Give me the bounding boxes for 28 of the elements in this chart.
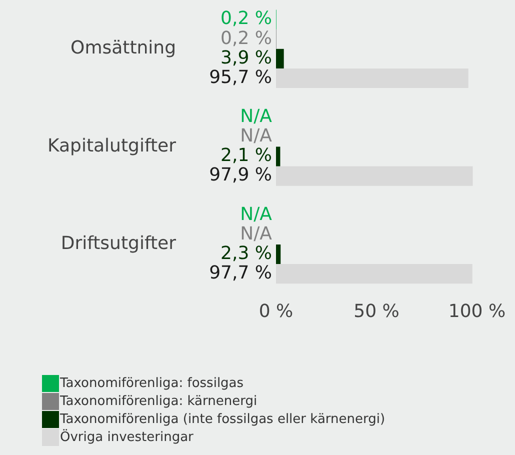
data-label: 3,9 % bbox=[220, 47, 272, 68]
bar bbox=[276, 68, 468, 88]
bar bbox=[276, 244, 281, 264]
text: N/A bbox=[240, 106, 272, 128]
y-tick-label: Driftsutgifter bbox=[60, 233, 177, 254]
x-tick-label: 100 % bbox=[448, 300, 506, 322]
y-tick-label: Kapitalutgifter bbox=[48, 135, 177, 156]
bar bbox=[276, 264, 472, 284]
data-label: 97,9 % bbox=[209, 164, 272, 186]
legend-label: Taxonomiförenliga: kärnenergi bbox=[60, 394, 258, 408]
data-label: 2,3 % bbox=[220, 242, 272, 264]
bar bbox=[276, 146, 280, 166]
legend-label: Taxonomiförenliga: fossilgas bbox=[60, 376, 244, 390]
x-tick-label: 0 % bbox=[258, 300, 294, 322]
x-tick-label: 50 % bbox=[354, 300, 400, 322]
text: N/A bbox=[240, 204, 272, 225]
data-label: 0,2 % bbox=[220, 8, 272, 30]
text: N/A bbox=[240, 126, 272, 147]
data-label: 95,7 % bbox=[209, 66, 272, 88]
bar bbox=[276, 166, 473, 186]
data-label: 97,7 % bbox=[209, 262, 272, 284]
data-label: 2,1 % bbox=[220, 145, 272, 166]
data-label: 0,2 % bbox=[220, 28, 272, 49]
legend-label: Övriga investeringar bbox=[60, 430, 194, 444]
bar bbox=[276, 48, 284, 68]
y-tick-label: Omsättning bbox=[70, 38, 176, 59]
legend-label: Taxonomiförenliga (inte fossilgas eller kärnenergi) bbox=[60, 412, 386, 426]
text: N/A bbox=[240, 223, 272, 244]
